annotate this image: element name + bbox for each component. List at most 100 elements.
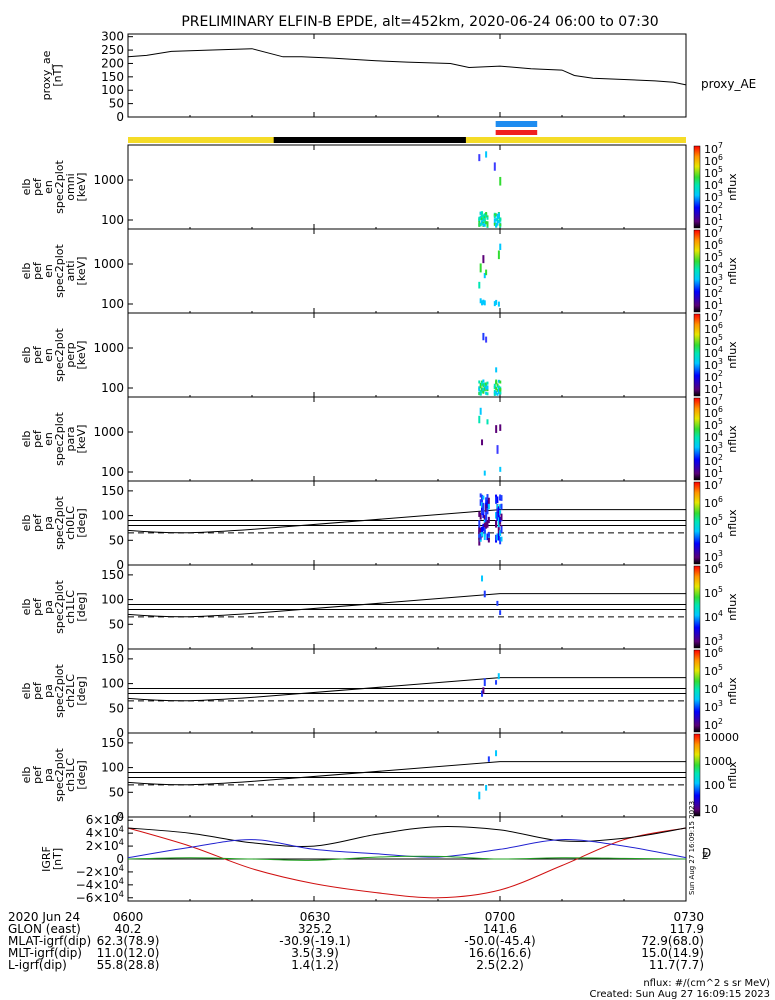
pitch-angle-cell xyxy=(496,515,499,521)
panel-frame xyxy=(127,480,687,566)
colorbar xyxy=(693,397,701,481)
spectrogram-cell xyxy=(493,301,496,307)
colorbar-title: nflux xyxy=(726,509,739,537)
y-axis-label: pef xyxy=(31,681,44,700)
footer-cell: 1.4(1.2) xyxy=(291,958,339,972)
colorbar xyxy=(693,145,701,229)
pitch-angle-cell xyxy=(485,497,488,504)
y-tick-label: 0 xyxy=(116,110,124,124)
spectrogram-cell xyxy=(495,218,498,222)
y-tick-label: 150 xyxy=(101,70,124,84)
y-tick-label: −2×104 xyxy=(76,863,124,879)
spectrogram-cell xyxy=(485,269,488,276)
colorbar-tick-label: 104 xyxy=(704,531,723,546)
status-bar-black xyxy=(273,137,466,143)
pitch-angle-cell xyxy=(478,791,481,800)
igrf-series-2 xyxy=(127,839,687,859)
spectrogram-cell xyxy=(486,216,489,220)
y-axis-label: ch3LC xyxy=(64,758,77,792)
colorbar-tick-label: 107 xyxy=(704,477,723,492)
pitch-angle-cell xyxy=(487,537,490,543)
spectrogram-cell xyxy=(483,300,486,306)
y-axis-label: elb xyxy=(20,263,33,280)
colorbar xyxy=(693,649,701,733)
spectrogram-cell xyxy=(497,301,500,307)
pitch-angle-cell xyxy=(482,687,485,694)
spectrogram-cell xyxy=(496,218,499,222)
spectrogram-cell xyxy=(495,299,498,305)
series-label: proxy_AE xyxy=(701,77,756,91)
colorbar-tick-label: 106 xyxy=(704,495,723,510)
pitch-angle-cell xyxy=(481,502,484,508)
pitch-angle-cell xyxy=(495,680,498,685)
pitch-angle-cell xyxy=(487,497,490,504)
spectrogram-cell xyxy=(485,386,488,390)
spectrogram-cell xyxy=(481,300,484,306)
y-tick-label: 1000 xyxy=(93,425,124,439)
y-axis-label: ch2LC xyxy=(64,674,77,708)
pitch-angle-cell xyxy=(487,503,490,510)
y-tick-label: 0 xyxy=(116,642,124,656)
y-axis-label: [keV] xyxy=(75,173,88,202)
colorbar-tick-label: 10 xyxy=(704,803,718,816)
y-axis-label: elb xyxy=(20,599,33,616)
pitch-angle-cell xyxy=(497,524,500,532)
pitch-angle-cell xyxy=(481,526,484,532)
pitch-angle-cell xyxy=(495,512,498,519)
spectrogram-cell xyxy=(485,151,488,158)
science-zone-red xyxy=(495,130,538,135)
igrf-series-D xyxy=(127,827,687,899)
igrf-series-Z xyxy=(127,826,687,847)
spectrogram-cell xyxy=(495,425,498,433)
pitch-angle-cell xyxy=(487,756,490,762)
colorbar xyxy=(693,481,701,565)
pitch-angle-cell xyxy=(500,495,503,501)
spectrogram-cell xyxy=(485,212,488,216)
y-tick-label: 100 xyxy=(101,213,124,227)
footer-cell: 141.6 xyxy=(483,922,517,936)
pitch-angle-cell xyxy=(483,533,486,540)
science-zone-blue xyxy=(495,121,538,127)
spectrogram-cell xyxy=(497,250,500,260)
spectrogram-cell xyxy=(483,223,486,227)
created-stamp: Created: Sun Aug 27 16:09:15 2023 xyxy=(590,989,770,1000)
spectrogram-cell xyxy=(496,222,499,226)
y-tick-label: 100 xyxy=(101,761,124,775)
spectrogram-cell xyxy=(478,380,481,384)
spectrogram-cell xyxy=(493,218,496,222)
spectrogram-cell xyxy=(493,215,496,219)
y-axis-label: pef xyxy=(31,429,44,448)
y-axis-label: [deg] xyxy=(75,508,88,537)
spectrogram-cell xyxy=(493,389,496,393)
y-axis-label: en xyxy=(42,432,55,446)
spectrogram-cell xyxy=(479,217,482,221)
footer-cell: 15.0(14.9) xyxy=(641,946,704,960)
footer-row-label: 2020 Jun 24 xyxy=(8,910,80,924)
spectrogram-cell xyxy=(483,387,486,391)
spectrogram-cell xyxy=(479,263,482,273)
y-axis-label: anti xyxy=(64,260,77,281)
pitch-angle-cell xyxy=(497,533,500,541)
y-axis-label: para xyxy=(64,427,77,452)
y-axis-label: IGRF xyxy=(40,846,53,872)
pitch-angle-cell xyxy=(485,504,488,513)
y-tick-label: 250 xyxy=(101,43,124,57)
spectrogram-cell xyxy=(499,243,502,251)
pitch-angle-cell xyxy=(499,516,502,523)
proxy-ae-line xyxy=(127,48,687,86)
y-axis-label: spec2plot xyxy=(53,580,66,634)
y-tick-label: 150 xyxy=(101,652,124,666)
y-axis-label: pef xyxy=(31,177,44,196)
spectrogram-cell xyxy=(495,367,498,373)
pitch-angle-cell xyxy=(483,529,486,535)
series-label-d: D xyxy=(702,846,711,860)
y-axis-label: en xyxy=(42,264,55,278)
pitch-angle-cell xyxy=(481,690,484,697)
pitch-angle-cell xyxy=(496,533,499,541)
y-tick-label: 200 xyxy=(101,56,124,70)
y-tick-label: 300 xyxy=(101,30,124,44)
